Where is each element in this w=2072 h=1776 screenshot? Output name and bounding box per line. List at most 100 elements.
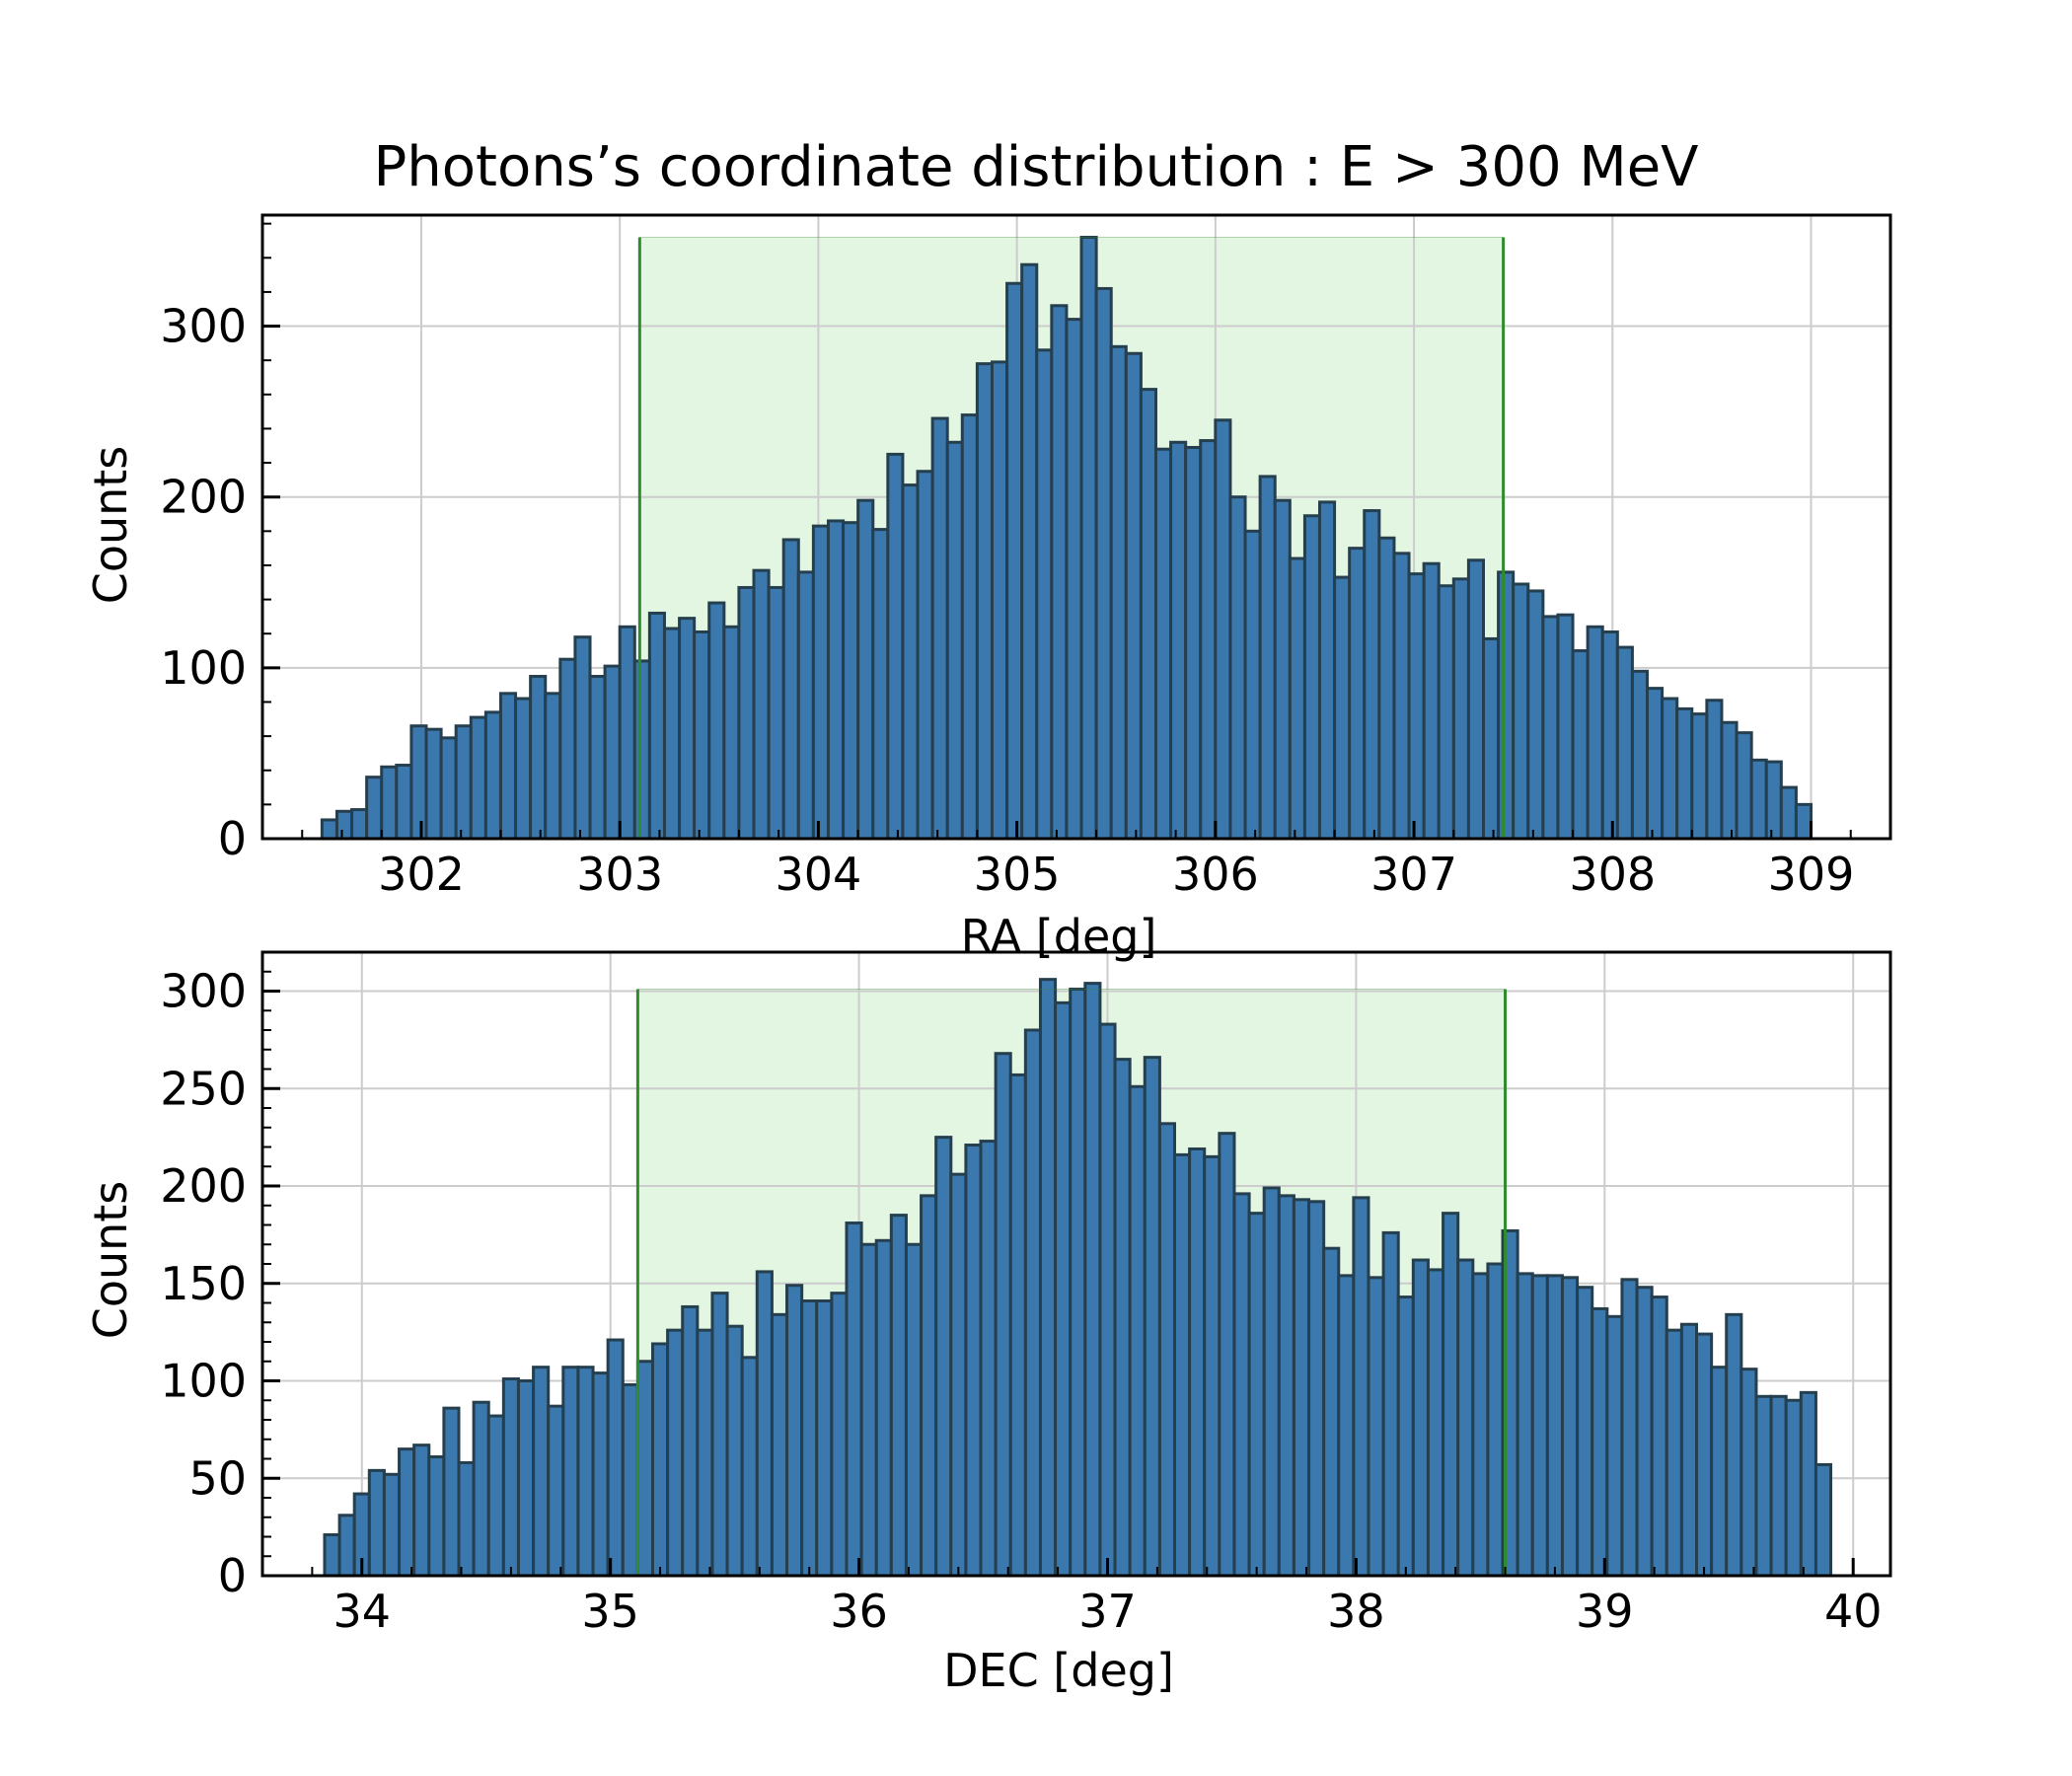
dec-histogram-bar <box>1054 1000 1073 1578</box>
dec-histogram-bar <box>1143 1056 1161 1578</box>
dec-histogram-bar <box>1247 1212 1266 1578</box>
ra-histogram-bar <box>1094 286 1113 841</box>
ra-x-axis-label: RA [deg] <box>961 910 1157 963</box>
ra-x-tick-label: 306 <box>1172 848 1259 901</box>
dec-histogram-bar <box>1352 1196 1370 1578</box>
ra-x-tick-label: 304 <box>776 848 862 901</box>
ra-histogram-bar <box>722 625 741 841</box>
dec-histogram-bar <box>1605 1314 1624 1578</box>
ra-histogram-bar <box>1392 552 1411 841</box>
dec-histogram-bar <box>516 1379 536 1578</box>
dec-histogram-bar <box>1277 1194 1295 1578</box>
ra-histogram-bar <box>1675 706 1694 841</box>
dec-histogram-bar <box>845 1221 863 1578</box>
ra-histogram-bar <box>901 483 920 841</box>
ra-histogram-bar <box>1661 697 1679 841</box>
dec-histogram-bar <box>591 1371 610 1578</box>
ra-x-tick-label: 302 <box>378 848 465 901</box>
dec-histogram-bar <box>382 1472 402 1578</box>
ra-histogram-bar <box>469 715 487 841</box>
ra-histogram-bar <box>975 362 994 841</box>
ra-histogram-bar <box>1005 281 1024 841</box>
ra-histogram-bar <box>871 528 890 841</box>
dec-histogram-bar <box>621 1382 639 1578</box>
dec-histogram-bar <box>1695 1332 1714 1578</box>
ra-histogram-bar <box>1735 731 1753 841</box>
dec-x-tick-label: 37 <box>1078 1585 1137 1638</box>
ra-histogram-bar <box>842 521 860 841</box>
dec-histogram-bar <box>1799 1390 1817 1578</box>
dec-histogram-bar <box>800 1299 819 1578</box>
dec-x-axis-label: DEC [deg] <box>943 1644 1174 1697</box>
dec-x-tick-label: 39 <box>1576 1585 1634 1638</box>
dec-y-tick-label: 0 <box>218 1549 247 1602</box>
ra-histogram-bar <box>1228 495 1247 841</box>
ra-histogram-bar <box>1139 388 1157 841</box>
dec-histogram-bar <box>427 1455 446 1578</box>
dec-histogram-bar <box>1367 1276 1385 1578</box>
ra-histogram-bar <box>1065 318 1083 841</box>
dec-histogram-bar <box>1083 982 1102 1578</box>
ra-histogram-bar <box>1794 802 1813 841</box>
ra-histogram-bar <box>1079 236 1098 841</box>
ra-histogram-bar <box>454 724 473 841</box>
dec-x-tick-label: 38 <box>1327 1585 1385 1638</box>
ra-histogram-bar <box>1153 447 1173 841</box>
ra-histogram-bar <box>930 416 949 841</box>
dec-histogram-bar <box>1530 1274 1549 1578</box>
ra-histogram-bar <box>960 413 979 841</box>
ra-axes-frame <box>260 213 1892 841</box>
ra-histogram-bar <box>781 538 800 841</box>
ra-histogram-bar <box>662 627 682 841</box>
dec-histogram-bar <box>889 1214 908 1578</box>
dec-histogram-bar <box>1218 1132 1236 1578</box>
dec-histogram-bar <box>696 1328 714 1578</box>
ra-histogram-bar <box>439 736 458 841</box>
dec-histogram-bar <box>457 1460 476 1578</box>
ra-histogram-bar <box>1705 699 1724 841</box>
ra-histogram-bar <box>1451 577 1470 841</box>
dec-histogram-bar <box>1322 1246 1341 1578</box>
ra-y-tick-label: 300 <box>160 300 247 353</box>
dec-histogram-bar <box>1442 1212 1460 1578</box>
dec-histogram-bar <box>1545 1274 1564 1578</box>
dec-histogram-bar <box>1665 1328 1683 1578</box>
ra-histogram-bar <box>558 657 577 841</box>
ra-histogram-bar <box>1779 785 1798 841</box>
dec-histogram-bar <box>1620 1278 1639 1578</box>
ra-x-tick-label: 303 <box>576 848 663 901</box>
ra-histogram-bar <box>1764 760 1783 841</box>
dec-histogram-bar <box>710 1292 729 1578</box>
dec-histogram-bar <box>547 1404 565 1578</box>
ra-histogram-bar <box>945 440 964 841</box>
dec-histogram-bar <box>1426 1268 1445 1578</box>
dec-histogram-bar <box>920 1194 938 1578</box>
dec-x-tick-label: 40 <box>1824 1585 1883 1638</box>
ra-histogram-bar <box>1199 439 1218 841</box>
ra-histogram-bar <box>498 692 518 841</box>
dec-histogram-bar <box>398 1447 416 1578</box>
dec-histogram-bar <box>1784 1398 1803 1578</box>
ra-histogram-bar <box>603 664 622 841</box>
dec-histogram-bar <box>1173 1152 1192 1578</box>
dec-y-tick-label: 300 <box>160 965 247 1018</box>
ra-histogram-bar <box>1720 720 1739 841</box>
dec-histogram-bar <box>1679 1322 1699 1578</box>
dec-x-tick-label: 36 <box>830 1585 888 1638</box>
dec-histogram-bar <box>1650 1295 1668 1578</box>
ra-histogram-bar <box>1749 758 1768 841</box>
dec-histogram-bar <box>1203 1154 1221 1578</box>
dec-histogram-bar <box>785 1284 804 1578</box>
dec-histogram-bar <box>1739 1368 1758 1578</box>
dec-y-axis-label: Counts <box>84 1181 137 1340</box>
dec-histogram-bar <box>1098 1022 1117 1578</box>
dec-histogram-bar <box>1710 1366 1729 1578</box>
dec-histogram-bar <box>1725 1312 1743 1578</box>
ra-histogram-bar <box>707 601 726 841</box>
ra-histogram-bar <box>1466 558 1486 841</box>
ra-y-axis-label: Counts <box>84 446 137 605</box>
ra-histogram-bar <box>1302 514 1321 841</box>
ra-histogram-bar <box>1615 645 1634 841</box>
dec-histogram-bar <box>1486 1262 1505 1578</box>
